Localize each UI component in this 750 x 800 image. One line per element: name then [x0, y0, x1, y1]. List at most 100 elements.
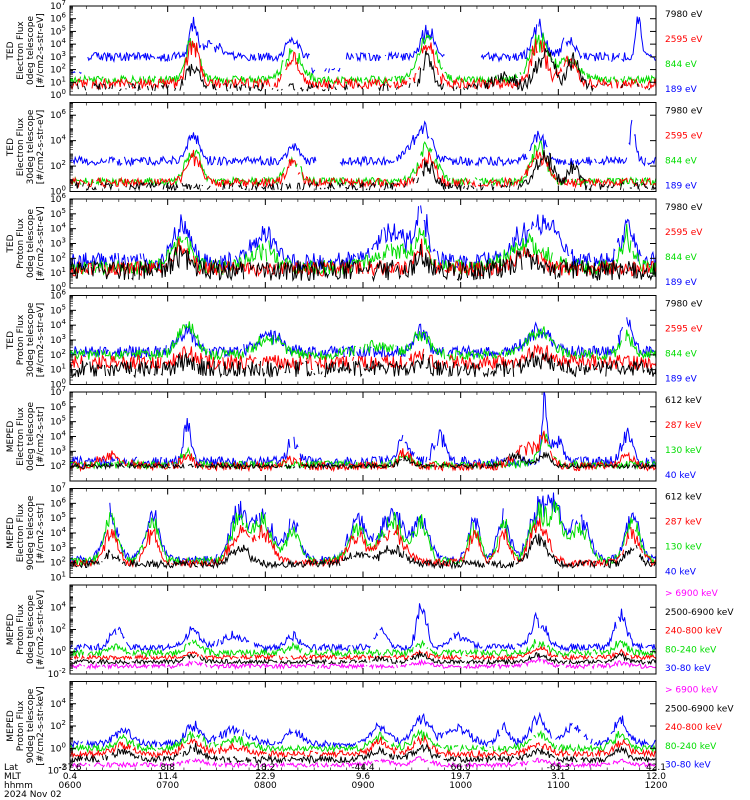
- y-axis-label-line: 90deg telescope: [26, 495, 36, 570]
- y-tick-label: 106: [50, 108, 66, 121]
- y-axis-label-line: 0deg telescope: [26, 402, 36, 472]
- legend-entry: 844 eV: [665, 60, 698, 70]
- y-tick-label: 106: [50, 289, 66, 302]
- legend-entry: 130 keV: [665, 543, 702, 553]
- y-axis-label-line: Electron Flux: [16, 117, 26, 176]
- y-tick-label: 102: [50, 719, 66, 732]
- series-line-magenta: [71, 756, 656, 769]
- y-axis-label-line: [#/cm2-s-str-keV]: [36, 590, 46, 669]
- x-tick-label-lat: -37.6: [58, 763, 82, 773]
- legend-entry: 612 keV: [665, 493, 702, 503]
- y-axis-label-line: 0deg telescope: [26, 209, 36, 279]
- y-axis-label-line: Proton Flux: [16, 700, 26, 751]
- y-axis-label-line: Proton Flux: [16, 218, 26, 269]
- x-tick-label-hhmm: 0800: [254, 781, 277, 791]
- y-tick-label: 105: [50, 415, 66, 428]
- y-tick-label: 100: [50, 645, 66, 658]
- y-tick-label: 107: [50, 482, 66, 495]
- series-line-black: [70, 533, 656, 570]
- y-tick-label: 104: [50, 600, 66, 613]
- x-tick-label-mlt: 19.7: [451, 772, 471, 782]
- series-line-blue: [70, 119, 656, 168]
- legend-entry: 40 keV: [665, 568, 697, 578]
- x-tick-label-mlt: 0.4: [63, 772, 78, 782]
- y-tick-label: 105: [50, 511, 66, 524]
- x-tick-label-lat: 18.2: [255, 763, 275, 773]
- legend-entry: 40 keV: [665, 471, 697, 481]
- y-axis-label-line: TED: [6, 41, 16, 60]
- legend-entry: 30-80 keV: [665, 664, 711, 674]
- legend-entry: 7980 eV: [665, 203, 703, 213]
- y-tick-label: 102: [50, 623, 66, 636]
- y-axis-label-line: TED: [6, 234, 16, 253]
- y-tick-label: 106: [50, 496, 66, 509]
- y-axis-label-line: [#/cm2-s-str]: [36, 503, 46, 563]
- legend-entry: 189 eV: [665, 85, 698, 95]
- y-tick-label: 104: [50, 318, 66, 331]
- legend-entry: 2500-6900 keV: [665, 704, 734, 714]
- y-tick-label: 103: [50, 50, 66, 63]
- y-tick-label: 103: [50, 237, 66, 250]
- y-axis-label-line: Proton Flux: [16, 604, 26, 655]
- x-tick-label-lat: 8.8: [161, 763, 176, 773]
- series-line-blue: [70, 492, 656, 565]
- y-axis-label-line: MEPED: [6, 517, 16, 549]
- y-axis-label-line: [#/cm2-s-str-eV]: [36, 206, 46, 281]
- y-axis-label-line: Electron Flux: [16, 503, 26, 562]
- y-tick-label: 10-2: [48, 667, 66, 680]
- x-tick-label-mlt: 3.1: [551, 772, 565, 782]
- series-line-blue: [70, 16, 656, 75]
- y-tick-label: 101: [50, 266, 66, 279]
- series-line-green: [70, 639, 656, 658]
- y-tick-label: 10-2: [48, 764, 66, 777]
- y-tick-label: 102: [50, 63, 66, 76]
- plot-frame: [69, 584, 657, 675]
- legend-entry: 7980 eV: [665, 107, 703, 117]
- legend-entry: 240-800 keV: [665, 627, 723, 637]
- y-tick-label: 105: [50, 207, 66, 220]
- x-tick-label-hhmm: 1100: [547, 781, 570, 791]
- y-axis-label-line: MEPED: [6, 614, 16, 646]
- legend-entry: 80-240 keV: [665, 742, 717, 752]
- y-tick-label: 101: [50, 363, 66, 376]
- legend-entry: 287 keV: [665, 518, 702, 528]
- y-tick-label: 105: [50, 303, 66, 316]
- y-tick-label: 103: [50, 444, 66, 457]
- y-axis-label-line: [#/cm2-s-str-eV]: [36, 303, 46, 378]
- y-axis-label-line: Electron Flux: [16, 407, 26, 466]
- series-line-green: [70, 321, 656, 362]
- legend-entry: 189 eV: [665, 278, 698, 288]
- legend-entry: 844 eV: [665, 157, 698, 167]
- xaxis-row-label-hhmm: hhmm: [4, 781, 33, 791]
- series-line-green: [70, 728, 656, 754]
- plot-frame: [69, 198, 657, 289]
- xaxis-row-label-mlt: MLT: [4, 772, 22, 782]
- y-axis-label-line: [#/cm2-s-str-eV]: [36, 110, 46, 185]
- legend-entry: 2595 eV: [665, 228, 703, 238]
- y-axis-label-line: TED: [6, 138, 16, 157]
- x-tick-label-lat: 42.1: [646, 763, 666, 773]
- legend-entry: 844 eV: [665, 350, 698, 360]
- x-tick-label-hhmm: 0600: [59, 781, 82, 791]
- y-axis-label-line: Electron Flux: [16, 21, 26, 80]
- y-axis-label-line: MEPED: [6, 421, 16, 453]
- x-tick-label-mlt: 11.4: [158, 772, 178, 782]
- y-tick-label: 100: [50, 378, 66, 391]
- y-tick-label: 102: [50, 459, 66, 472]
- x-tick-label-hhmm: 1200: [645, 781, 668, 791]
- x-tick-label-hhmm: 1000: [449, 781, 472, 791]
- x-tick-label-mlt: 9.6: [356, 772, 371, 782]
- y-tick-label: 106: [50, 192, 66, 205]
- series-line-blue: [70, 392, 656, 469]
- y-axis-label-line: 30deg telescope: [26, 302, 36, 377]
- series-line-black: [74, 149, 656, 192]
- legend-entry: 7980 eV: [665, 300, 703, 310]
- series-line-magenta: [70, 655, 656, 671]
- y-tick-label: 102: [50, 556, 66, 569]
